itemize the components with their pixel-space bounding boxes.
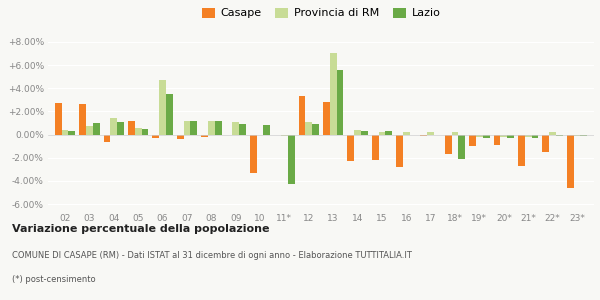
- Bar: [215, 121, 221, 135]
- Bar: [372, 135, 379, 160]
- Bar: [152, 135, 159, 138]
- Bar: [549, 132, 556, 135]
- Text: COMUNE DI CASAPE (RM) - Dati ISTAT al 31 dicembre di ogni anno - Elaborazione TU: COMUNE DI CASAPE (RM) - Dati ISTAT al 31…: [12, 250, 412, 260]
- Bar: [421, 135, 427, 136]
- Bar: [142, 129, 148, 135]
- Bar: [542, 135, 549, 152]
- Bar: [62, 130, 68, 135]
- Bar: [396, 135, 403, 167]
- Bar: [403, 132, 410, 135]
- Bar: [190, 121, 197, 135]
- Bar: [86, 127, 93, 135]
- Bar: [452, 132, 458, 135]
- Bar: [361, 131, 368, 135]
- Bar: [500, 135, 507, 137]
- Bar: [184, 121, 190, 135]
- Bar: [159, 80, 166, 135]
- Bar: [347, 135, 354, 161]
- Bar: [580, 135, 587, 136]
- Bar: [135, 128, 142, 135]
- Bar: [201, 135, 208, 137]
- Bar: [117, 122, 124, 135]
- Bar: [288, 135, 295, 184]
- Bar: [427, 132, 434, 135]
- Bar: [574, 135, 580, 136]
- Bar: [483, 135, 490, 138]
- Bar: [104, 135, 110, 142]
- Bar: [128, 121, 135, 135]
- Bar: [476, 135, 483, 137]
- Bar: [232, 122, 239, 135]
- Bar: [458, 135, 466, 159]
- Bar: [507, 135, 514, 138]
- Bar: [525, 135, 532, 137]
- Bar: [176, 135, 184, 139]
- Bar: [110, 118, 117, 135]
- Bar: [166, 94, 173, 135]
- Bar: [354, 130, 361, 135]
- Bar: [337, 70, 343, 135]
- Bar: [556, 135, 563, 136]
- Legend: Casape, Provincia di RM, Lazio: Casape, Provincia di RM, Lazio: [197, 3, 445, 23]
- Bar: [281, 135, 288, 136]
- Bar: [379, 132, 385, 135]
- Bar: [518, 135, 525, 166]
- Bar: [250, 135, 257, 173]
- Bar: [305, 122, 312, 135]
- Bar: [469, 135, 476, 146]
- Text: (*) post-censimento: (*) post-censimento: [12, 274, 95, 284]
- Bar: [68, 131, 76, 135]
- Bar: [445, 135, 452, 154]
- Bar: [566, 135, 574, 188]
- Bar: [93, 123, 100, 135]
- Bar: [299, 96, 305, 135]
- Bar: [263, 125, 270, 135]
- Bar: [494, 135, 500, 145]
- Text: Variazione percentuale della popolazione: Variazione percentuale della popolazione: [12, 224, 269, 233]
- Bar: [208, 121, 215, 135]
- Bar: [385, 131, 392, 135]
- Bar: [55, 103, 62, 135]
- Bar: [312, 124, 319, 135]
- Bar: [323, 102, 330, 135]
- Bar: [330, 53, 337, 135]
- Bar: [532, 135, 538, 138]
- Bar: [79, 104, 86, 135]
- Bar: [239, 124, 246, 135]
